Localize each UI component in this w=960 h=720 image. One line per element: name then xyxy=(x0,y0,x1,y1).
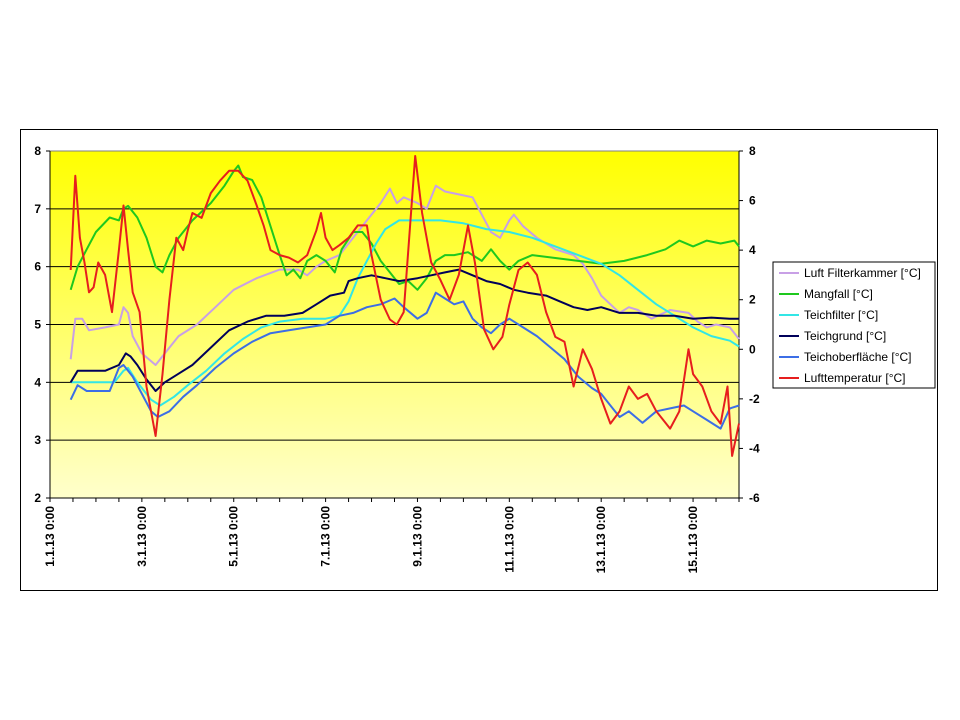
x-tick-label: 11.1.13 0:00 xyxy=(502,506,516,573)
y-right-tick-label: 6 xyxy=(749,194,756,208)
series-line-lufttemperatur xyxy=(69,155,740,457)
y-right-tick-label: 8 xyxy=(749,144,756,158)
y-left-tick-label: 4 xyxy=(34,375,41,389)
y-left-tick-label: 2 xyxy=(34,491,41,505)
y-right-tick-label: -2 xyxy=(749,392,760,406)
legend-entry: Luft Filterkammer [°C] xyxy=(804,266,921,280)
y-left-tick-label: 7 xyxy=(34,202,41,216)
chart-area: 2 3 4 5 6 7 8 -6 -4 -2 0 2 4 6 8 1.1.13 0:00 3.1.13 0:00… xyxy=(20,129,938,591)
axes: 2 3 4 5 6 7 8 -6 -4 -2 0 2 4 6 8 1.1.13 0:00 3.1.13 0:00… xyxy=(34,144,760,573)
legend-box xyxy=(772,261,936,389)
series-lines xyxy=(69,155,740,457)
y-left-tick-label: 3 xyxy=(34,433,41,447)
series-line-teichoberfläche xyxy=(69,291,740,430)
series-line-luft xyxy=(69,184,740,366)
x-tick-label: 13.1.13 0:00 xyxy=(594,506,608,574)
legend-entry: Teichgrund [°C] xyxy=(804,329,886,343)
x-tick-label: 7.1.13 0:00 xyxy=(319,506,333,567)
legend-entry: Mangfall [°C] xyxy=(804,287,873,301)
y-left-tick-label: 8 xyxy=(34,144,41,158)
x-tick-label: 3.1.13 0:00 xyxy=(135,506,149,567)
y-right-tick-label: 4 xyxy=(749,243,756,257)
y-right-tick-label: 0 xyxy=(749,342,756,356)
y-right-tick-label: -6 xyxy=(749,491,760,505)
legend-entry: Teichfilter [°C] xyxy=(804,308,878,322)
y-left-tick-label: 6 xyxy=(34,260,41,274)
legend: Luft Filterkammer [°C] Mangfall [°C] Teich… xyxy=(772,261,936,389)
y-right-tick-label: -4 xyxy=(749,441,760,455)
x-tick-label: 1.1.13 0:00 xyxy=(43,506,57,567)
x-tick-label: 5.1.13 0:00 xyxy=(227,506,241,567)
x-tick-label: 15.1.13 0:00 xyxy=(686,506,700,574)
y-right-tick-label: 2 xyxy=(749,293,756,307)
legend-entry: Teichoberfläche [°C] xyxy=(804,350,912,364)
series-line-mangfall xyxy=(69,164,740,291)
legend-entry: Lufttemperatur [°C] xyxy=(804,371,906,385)
line-chart: 2 3 4 5 6 7 8 -6 -4 -2 0 2 4 6 8 1.1.13 0:00 3.1.13 0:00… xyxy=(34,144,936,573)
y-left-tick-label: 5 xyxy=(34,318,41,332)
x-tick-label: 9.1.13 0:00 xyxy=(410,506,424,567)
